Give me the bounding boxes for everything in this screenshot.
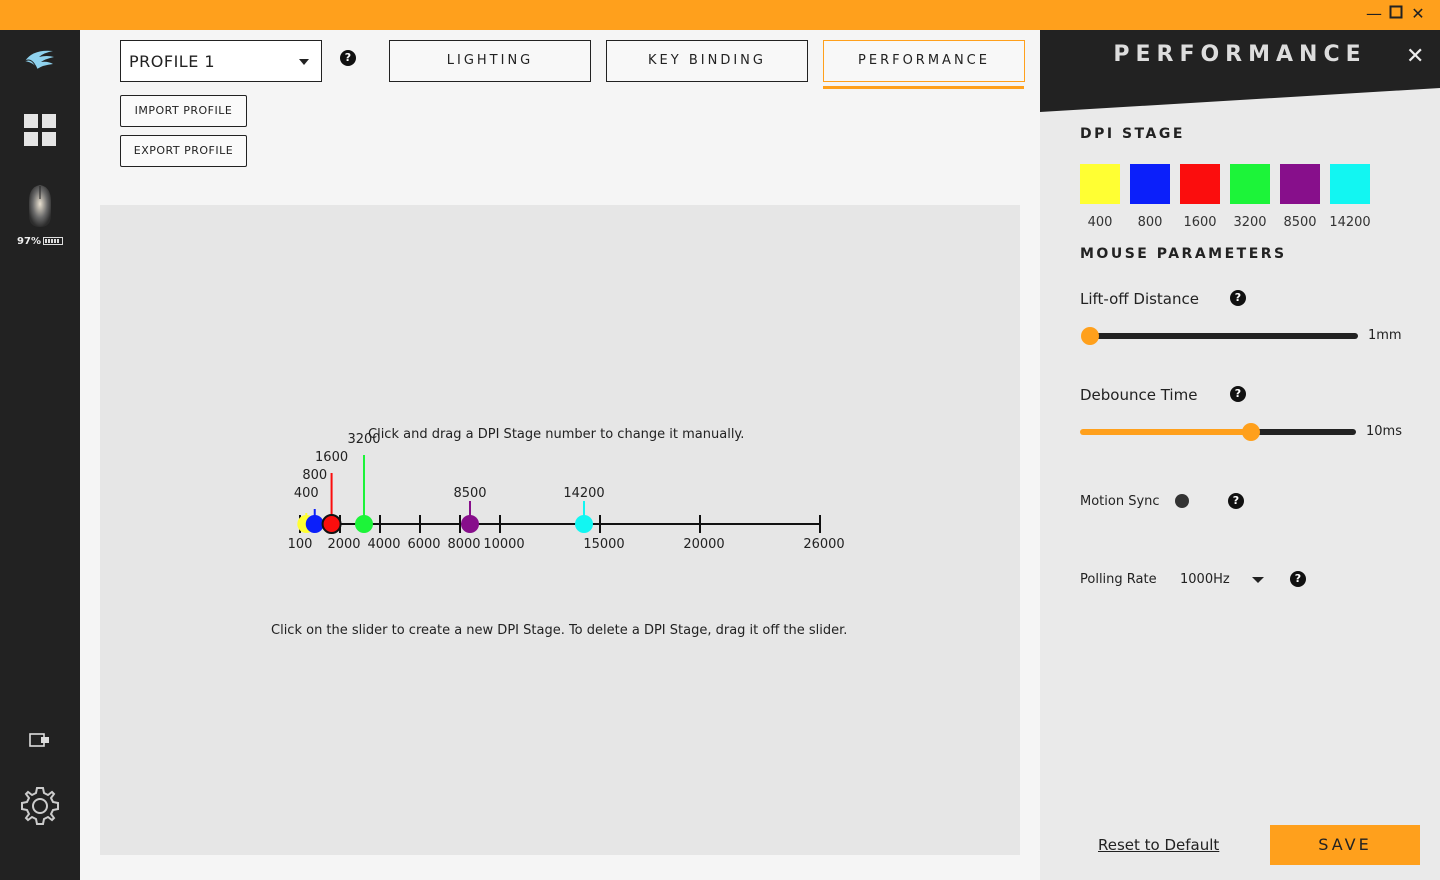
import-profile-button[interactable]: IMPORT PROFILE [120,95,247,127]
tab-performance-label: PERFORMANCE [858,53,990,68]
chevron-down-icon [299,59,309,65]
close-window-icon[interactable]: ✕ [1411,4,1425,23]
dpi-tick-label: 100 [288,537,313,552]
dpi-swatch-label: 14200 [1329,215,1371,230]
dpi-swatch-1600[interactable] [1180,164,1220,204]
lift-off-label: Lift-off Distance [1080,290,1199,308]
dpi-stage-handle[interactable] [461,515,479,533]
tab-lighting[interactable]: LIGHTING [389,40,591,82]
debounce-label: Debounce Time [1080,386,1198,404]
export-profile-button[interactable]: EXPORT PROFILE [120,135,247,167]
save-button[interactable]: SAVE [1270,825,1420,865]
lift-off-slider-track[interactable] [1090,333,1358,339]
motion-sync-toggle[interactable] [1175,494,1189,508]
main-content: PROFILE 1 ? LIGHTING KEY BINDING PERFORM… [80,30,1040,880]
dpi-swatch-label: 400 [1087,215,1113,230]
dpi-stage-handle[interactable] [321,514,342,534]
dpi-stage-handle[interactable] [575,515,593,533]
mouse-icon[interactable] [0,182,80,230]
lift-off-value: 1mm [1368,328,1402,343]
debounce-slider-knob[interactable] [1242,423,1261,441]
side-panel-title: PERFORMANCE [1113,42,1367,67]
dpi-swatch-label: 3200 [1233,215,1267,230]
dpi-stage-label: 14200 [563,486,604,501]
polling-rate-help-icon[interactable]: ? [1290,571,1306,587]
tab-performance[interactable]: PERFORMANCE [823,40,1025,82]
tab-key-binding-label: KEY BINDING [648,53,766,68]
device-switch-icon[interactable] [0,730,80,750]
dpi-swatch-label: 1600 [1183,215,1217,230]
dpi-stage-label: 1600 [315,450,348,465]
dpi-tick-label: 15000 [583,537,624,552]
reset-to-default-link[interactable]: Reset to Default [1098,836,1220,854]
dpi-tick-label: 8000 [447,537,480,552]
close-panel-icon[interactable]: ✕ [1406,44,1425,69]
motion-sync-help-icon[interactable]: ? [1228,493,1244,509]
dpi-drag-hint: Click and drag a DPI Stage number to cha… [368,427,745,442]
side-header-background [1040,30,1440,112]
battery-icon [42,237,63,245]
mouse-parameters-title: MOUSE PARAMETERS [1080,246,1287,262]
performance-side-panel: PERFORMANCE ✕ DPI STAGE 400 800 1600 320… [1040,30,1440,880]
dpi-swatch-14200[interactable] [1330,164,1370,204]
dpi-swatch-400[interactable] [1080,164,1120,204]
dpi-tick-label: 10000 [483,537,524,552]
dpi-stage-label: 400 [294,486,319,501]
tab-key-binding[interactable]: KEY BINDING [606,40,808,82]
dpi-stage-title: DPI STAGE [1080,126,1185,142]
dpi-swatch-800[interactable] [1130,164,1170,204]
dpi-stage-handle[interactable] [355,515,373,533]
maximize-icon[interactable] [1387,5,1405,23]
debounce-help-icon[interactable]: ? [1230,386,1246,402]
dpi-stage-label: 8500 [453,486,486,501]
dpi-swatch-3200[interactable] [1230,164,1270,204]
dashboard-grid-icon[interactable] [0,112,80,148]
chevron-down-icon [1252,577,1264,583]
logo-icon[interactable] [0,44,80,74]
polling-rate-value: 1000Hz [1180,572,1230,587]
minimize-icon[interactable]: — [1366,4,1382,23]
battery-percent: 97% [17,236,41,247]
dpi-tick-label: 2000 [327,537,360,552]
debounce-slider-track[interactable] [1080,429,1356,435]
profile-dropdown[interactable]: PROFILE 1 [120,40,322,82]
dpi-tick-label: 4000 [367,537,400,552]
lift-off-help-icon[interactable]: ? [1230,290,1246,306]
dpi-swatch-label: 800 [1137,215,1163,230]
active-tab-indicator [823,86,1024,89]
polling-rate-label: Polling Rate [1080,572,1157,587]
dpi-tick-label: 26000 [803,537,844,552]
dpi-create-hint: Click on the slider to create a new DPI … [271,623,848,638]
settings-gear-icon[interactable] [0,784,80,828]
dpi-slider-panel: Click and drag a DPI Stage number to cha… [100,205,1020,855]
dpi-tick-label: 20000 [683,537,724,552]
title-bar: — ✕ [0,0,1440,30]
dpi-tick-label: 6000 [407,537,440,552]
dpi-stage-label: 3200 [347,432,380,447]
tab-lighting-label: LIGHTING [446,53,534,68]
dpi-stage-label: 800 [302,468,327,483]
lift-off-slider-knob[interactable] [1081,327,1099,345]
dpi-swatch-8500[interactable] [1280,164,1320,204]
polling-rate-dropdown[interactable]: 1000Hz [1180,568,1268,590]
dpi-stage-handle[interactable] [305,515,324,533]
motion-sync-label: Motion Sync [1080,494,1160,509]
left-navigation: 97% [0,30,80,880]
battery-status: 97% [0,236,80,247]
profile-help-icon[interactable]: ? [340,50,356,66]
profile-dropdown-value: PROFILE 1 [129,52,216,71]
debounce-value: 10ms [1366,424,1402,439]
dpi-slider[interactable]: 100 2000 4000 6000 8000 10000 15000 20000 26000 4… [100,415,1020,795]
dpi-swatch-label: 8500 [1283,215,1317,230]
